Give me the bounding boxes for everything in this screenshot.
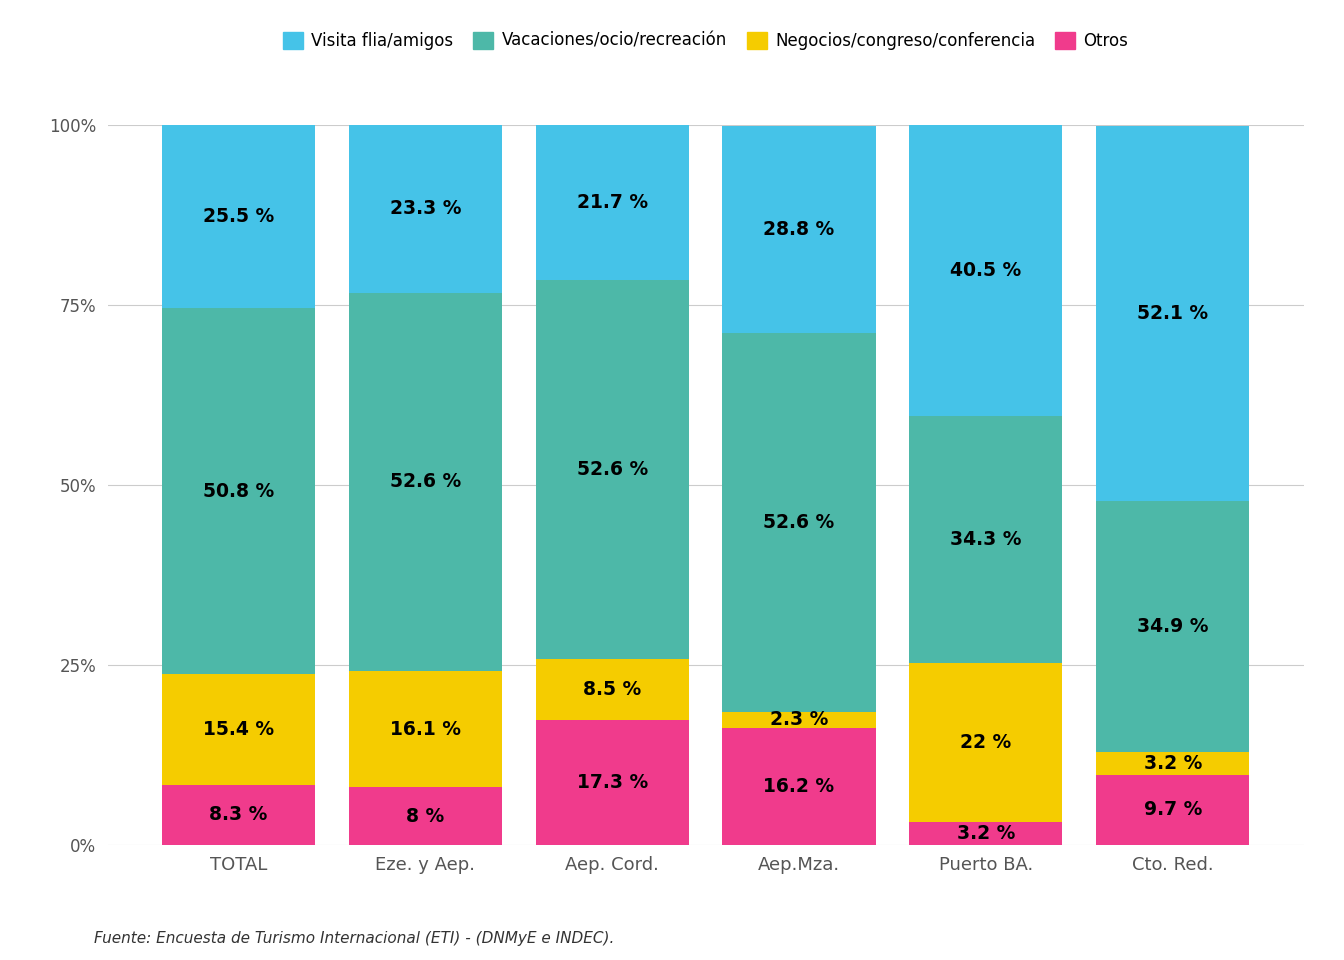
Bar (348, 787, 501, 845)
Text: 50.8 %: 50.8 % (203, 482, 274, 501)
Text: 52.6 %: 52.6 % (763, 513, 835, 532)
Text: 25.5 %: 25.5 % (203, 207, 274, 227)
Bar (910, 125, 1063, 417)
Bar (1097, 501, 1250, 752)
Bar (348, 125, 501, 293)
Bar (161, 125, 314, 308)
Text: 23.3 %: 23.3 % (390, 199, 461, 218)
Legend: Visita flia/amigos, Vacaciones/ocio/recreación, Negocios/congreso/conferencia, O: Visita flia/amigos, Vacaciones/ocio/recr… (276, 25, 1136, 57)
Text: 8 %: 8 % (406, 806, 445, 826)
Text: 8.5 %: 8.5 % (583, 680, 641, 699)
Text: 17.3 %: 17.3 % (577, 773, 648, 792)
Bar (910, 822, 1063, 845)
Text: 28.8 %: 28.8 % (763, 220, 835, 239)
Text: 40.5 %: 40.5 % (950, 261, 1021, 280)
Bar (1097, 752, 1250, 775)
Text: 16.2 %: 16.2 % (763, 777, 835, 796)
Text: 34.3 %: 34.3 % (950, 530, 1021, 549)
Text: 3.2 %: 3.2 % (957, 824, 1015, 843)
Bar (161, 674, 314, 785)
Text: 8.3 %: 8.3 % (210, 805, 267, 825)
Text: 52.6 %: 52.6 % (577, 460, 648, 479)
Text: 2.3 %: 2.3 % (770, 710, 828, 730)
Bar (535, 280, 688, 659)
Bar (161, 785, 314, 845)
Text: 16.1 %: 16.1 % (390, 720, 461, 739)
Bar (1097, 126, 1250, 501)
Text: 52.1 %: 52.1 % (1137, 303, 1208, 323)
Bar (723, 729, 876, 845)
Bar (161, 308, 314, 674)
Bar (723, 711, 876, 729)
Text: 34.9 %: 34.9 % (1137, 616, 1208, 636)
Bar (723, 126, 876, 333)
Text: 15.4 %: 15.4 % (203, 720, 274, 739)
Bar (535, 659, 688, 720)
Text: 3.2 %: 3.2 % (1144, 754, 1202, 773)
Text: Fuente: Encuesta de Turismo Internacional (ETI) - (DNMyE e INDEC).: Fuente: Encuesta de Turismo Internaciona… (94, 930, 614, 946)
Text: 9.7 %: 9.7 % (1144, 801, 1202, 820)
Bar (348, 671, 501, 787)
Text: 52.6 %: 52.6 % (390, 472, 461, 492)
Bar (723, 333, 876, 711)
Bar (910, 663, 1063, 822)
Bar (535, 124, 688, 280)
Bar (348, 293, 501, 671)
Text: 21.7 %: 21.7 % (577, 193, 648, 212)
Bar (1097, 775, 1250, 845)
Bar (535, 720, 688, 845)
Text: 22 %: 22 % (960, 733, 1012, 752)
Bar (910, 417, 1063, 663)
